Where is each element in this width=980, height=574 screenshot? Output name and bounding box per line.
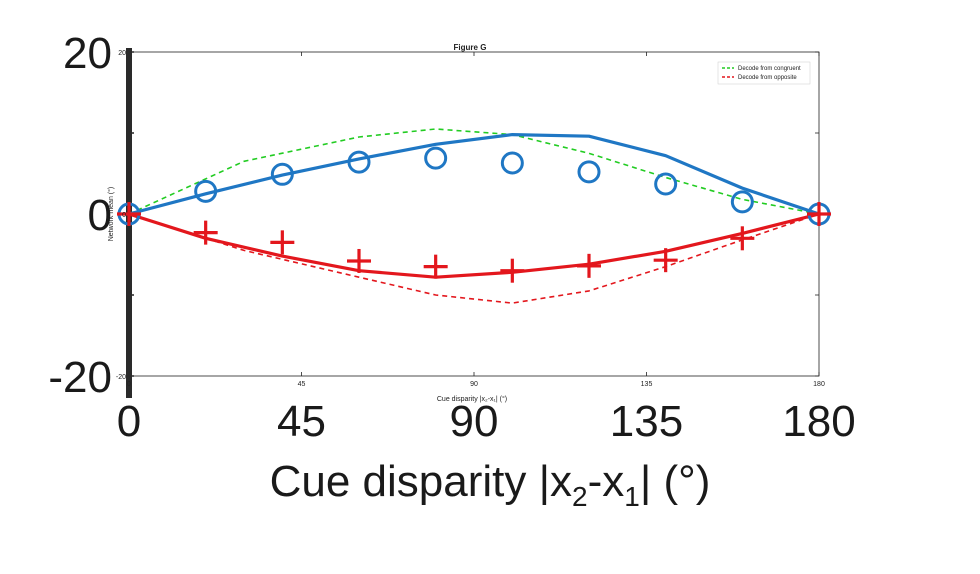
circle-marker <box>347 150 371 174</box>
small-x-tick-label: 45 <box>298 381 306 388</box>
legend: Decode from congruent Decode from opposi… <box>717 61 811 85</box>
big-x-label-part2: -x <box>588 457 625 506</box>
chart-title: Figure G <box>454 43 487 52</box>
small-x-tick-label: 180 <box>813 381 825 388</box>
small-y-tick-label: 20 <box>118 50 126 57</box>
plus-marker <box>193 220 218 245</box>
big-x-tick-label: 135 <box>610 397 683 446</box>
legend-label-opposite: Decode from opposite <box>738 75 797 81</box>
solid-line-series-3 <box>128 212 820 279</box>
big-x-label-part1: Cue disparity |x <box>270 457 572 506</box>
solid-line-series-2 <box>128 133 820 216</box>
big-y-tick-label: 20 <box>63 29 112 78</box>
small-x-tick-label: 0 <box>127 381 131 388</box>
big-y-tick-label: 0 <box>88 191 112 240</box>
small-x-tick-label: 135 <box>641 381 653 388</box>
circle-marker <box>730 190 754 214</box>
plus-marker <box>270 230 295 255</box>
plot-area <box>128 51 820 377</box>
big-x-label-sub2: 1 <box>624 481 640 512</box>
circle-marker <box>500 151 524 175</box>
big-x-label-part3: | (°) <box>640 457 711 506</box>
plus-marker <box>500 258 525 283</box>
circle-marker <box>194 179 218 203</box>
circle-marker <box>577 160 601 184</box>
small-x-axis-label: Cue disparity |x₂-x₁| (°) <box>437 395 507 403</box>
circle-marker <box>654 172 678 196</box>
big-x-axis-label: Cue disparity |x2-x1| (°) <box>270 457 711 512</box>
circle-marker <box>270 162 294 186</box>
legend-label-congruent: Decode from congruent <box>738 66 801 72</box>
big-y-tick-label: -20 <box>48 353 112 402</box>
small-y-axis-label: Network mean (°) <box>107 187 115 242</box>
legend-box <box>717 61 811 85</box>
small-y-tick-label: -20 <box>116 374 126 381</box>
plus-marker <box>730 226 755 251</box>
small-y-tick-label: 0 <box>122 212 126 219</box>
plus-marker <box>117 202 141 226</box>
small-x-tick-label: 90 <box>470 381 478 388</box>
plus-marker <box>423 254 448 279</box>
circle-marker <box>424 146 448 170</box>
big-x-tick-label: 45 <box>277 397 326 446</box>
big-x-tick-label: 180 <box>782 397 855 446</box>
plus-marker <box>653 248 678 273</box>
plus-marker <box>807 202 831 226</box>
series-layer <box>117 128 831 304</box>
big-x-tick-label: 0 <box>117 397 141 446</box>
plus-marker <box>347 248 371 273</box>
dashed-line-series-1 <box>128 213 820 304</box>
plus-marker <box>577 253 601 278</box>
big-x-tick-label: 90 <box>450 397 499 446</box>
big-x-label-sub1: 2 <box>572 481 588 512</box>
